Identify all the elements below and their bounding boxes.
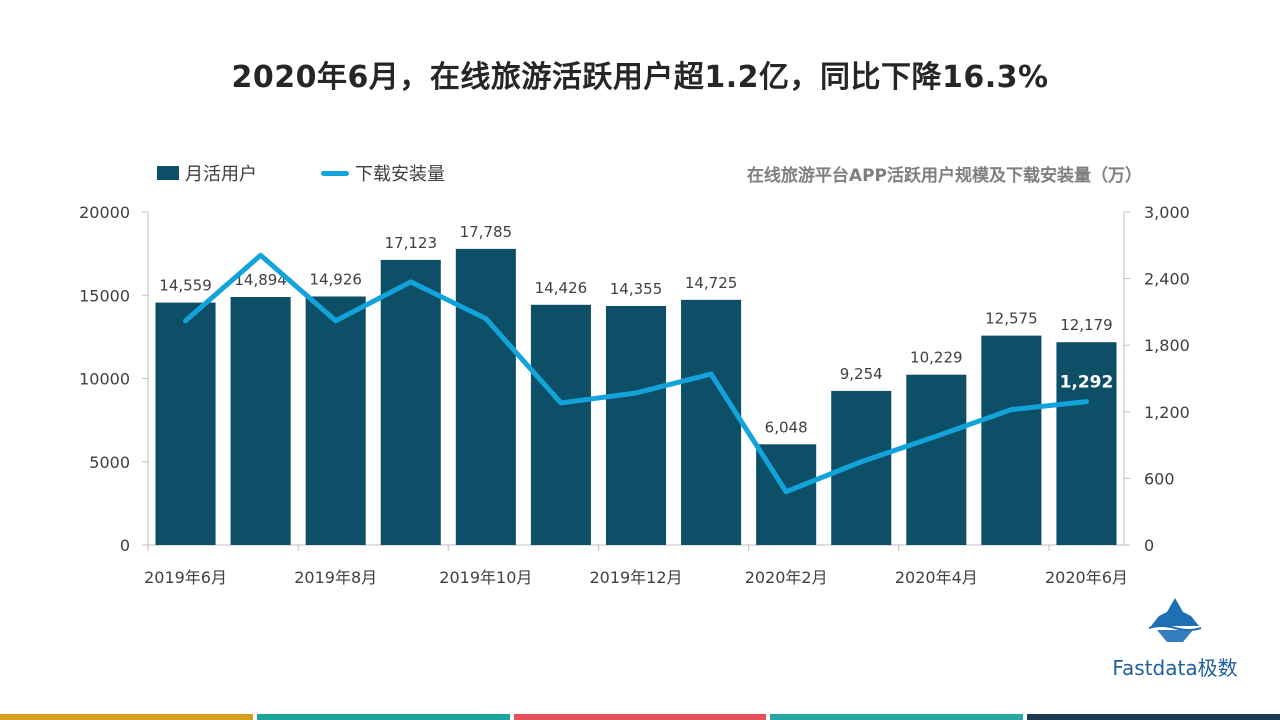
brand-logo: Fastdata极数 bbox=[1110, 596, 1240, 681]
y-right-tick-label: 1,200 bbox=[1144, 403, 1190, 422]
bar-monthly-active bbox=[605, 305, 667, 545]
y-left-tick-label: 15000 bbox=[79, 286, 130, 305]
chart-legend: 月活用户 下载安装量 bbox=[157, 160, 445, 186]
bar-monthly-active bbox=[530, 304, 591, 545]
bar-value-label: 14,725 bbox=[685, 274, 738, 292]
iceberg-logo-icon bbox=[1148, 598, 1202, 642]
y-left-tick-label: 0 bbox=[120, 536, 130, 555]
bar-value-label: 14,894 bbox=[234, 271, 287, 289]
bar-monthly-active bbox=[380, 259, 441, 545]
footer-segment bbox=[0, 714, 253, 720]
x-tick-label: 2019年10月 bbox=[439, 568, 532, 587]
line-last-value-label: 1,292 bbox=[1060, 373, 1114, 393]
bar-value-label: 14,355 bbox=[610, 280, 663, 298]
bar-value-label: 14,926 bbox=[309, 270, 362, 288]
x-tick-label: 2019年12月 bbox=[589, 568, 682, 587]
x-tick-label: 2019年6月 bbox=[144, 568, 227, 587]
bar-monthly-active bbox=[681, 299, 742, 545]
bar-monthly-active bbox=[305, 296, 366, 545]
bar-value-label: 9,254 bbox=[840, 365, 883, 383]
bar-monthly-active bbox=[230, 297, 291, 545]
footer-strip bbox=[0, 714, 1280, 720]
legend-label-monthly-active: 月活用户 bbox=[185, 164, 257, 185]
bar-value-label: 12,575 bbox=[985, 310, 1038, 328]
chart-subtitle: 在线旅游平台APP活跃用户规模及下载安装量（万） bbox=[746, 166, 1142, 186]
line-downloads bbox=[183, 252, 1089, 495]
bar-value-label: 6,048 bbox=[765, 418, 808, 436]
bar-value-label: 17,123 bbox=[385, 234, 438, 252]
x-tick-label: 2020年2月 bbox=[745, 568, 828, 587]
bar-monthly-active bbox=[155, 302, 216, 545]
y-right-tick-label: 600 bbox=[1144, 469, 1175, 488]
y-right-tick-label: 3,000 bbox=[1144, 203, 1190, 222]
y-right-tick-label: 1,800 bbox=[1144, 336, 1190, 355]
y-left-tick-label: 5000 bbox=[89, 453, 130, 472]
y-left-tick-label: 20000 bbox=[79, 203, 130, 222]
y-left-tick-label: 10000 bbox=[79, 370, 130, 389]
x-tick-label: 2020年4月 bbox=[895, 568, 978, 587]
bar-monthly-active bbox=[1056, 342, 1117, 545]
bar-value-label: 14,426 bbox=[535, 279, 588, 297]
bar-value-label: 12,179 bbox=[1060, 316, 1113, 334]
footer-segment bbox=[1027, 714, 1280, 720]
bar-value-label: 10,229 bbox=[910, 349, 963, 367]
y-right-tick-label: 0 bbox=[1144, 536, 1154, 555]
x-tick-label: 2020年6月 bbox=[1045, 568, 1128, 587]
bar-value-label: 14,559 bbox=[159, 277, 212, 295]
y-right-tick-label: 2,400 bbox=[1144, 270, 1190, 289]
bar-value-label: 17,785 bbox=[460, 223, 513, 241]
legend-bar-swatch bbox=[157, 166, 179, 180]
footer-segment bbox=[513, 714, 767, 720]
legend-line-swatch bbox=[321, 170, 349, 176]
bar-monthly-active bbox=[455, 248, 516, 545]
bar-monthly-active bbox=[906, 374, 967, 545]
x-tick-label: 2019年8月 bbox=[294, 568, 377, 587]
page-title: 2020年6月，在线旅游活跃用户超1.2亿，同比下降16.3% bbox=[231, 60, 1049, 95]
legend-label-downloads: 下载安装量 bbox=[355, 164, 445, 185]
brand-logo-text: Fastdata极数 bbox=[1112, 656, 1238, 680]
bar-monthly-active bbox=[981, 335, 1042, 545]
footer-segment bbox=[256, 714, 510, 720]
footer-segment bbox=[770, 714, 1024, 720]
